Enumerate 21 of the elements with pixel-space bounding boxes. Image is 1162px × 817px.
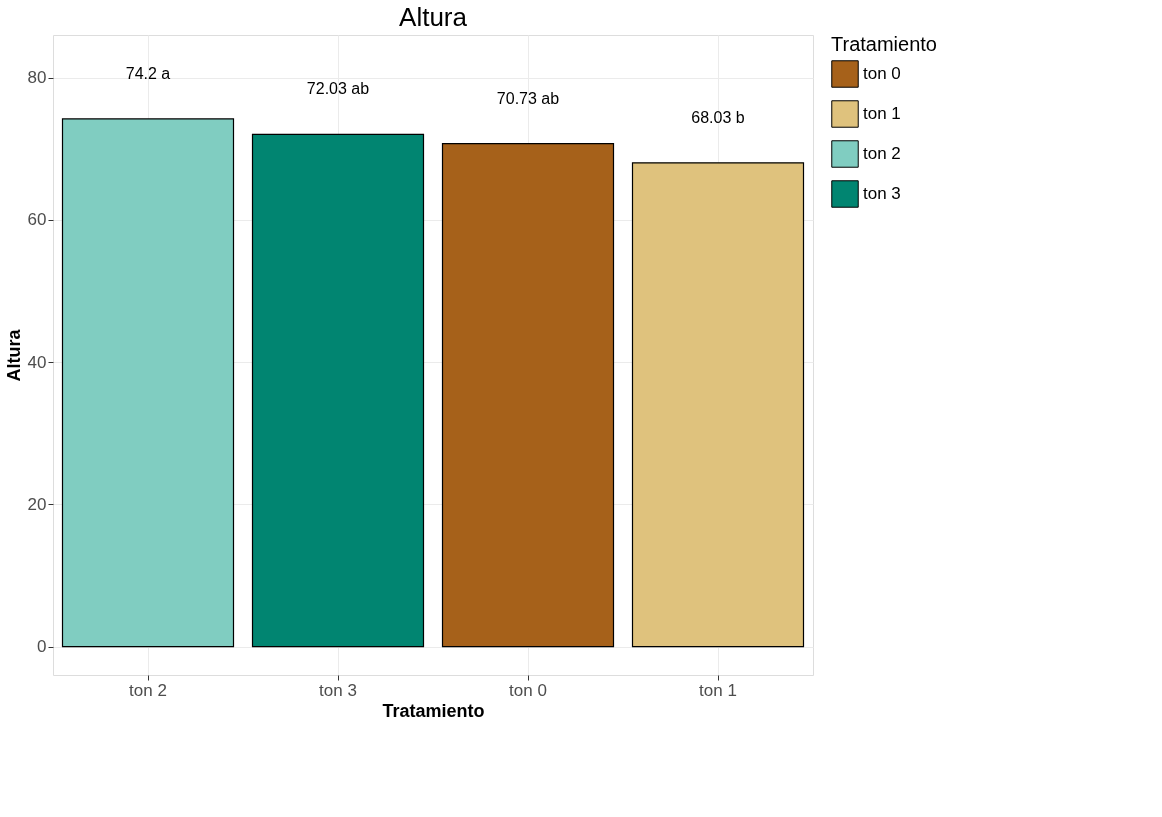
legend-label: ton 3: [863, 184, 901, 203]
x-tick-label: ton 1: [699, 680, 737, 700]
x-tick-label: ton 2: [129, 680, 167, 700]
x-tick-label: ton 3: [319, 680, 357, 700]
data-label: 70.73 ab: [496, 89, 560, 107]
y-tick-label: 60: [27, 210, 47, 230]
x-tick-label: ton 0: [509, 680, 547, 700]
legend-title: Tratamiento: [831, 33, 937, 55]
data-label: 72.03 ab: [306, 80, 370, 98]
y-tick-label: 0: [37, 637, 47, 657]
y-tick-label: 40: [27, 352, 47, 372]
data-label: 74.2 a: [125, 64, 171, 82]
y-tick-label: 20: [27, 494, 47, 514]
y-tick-label: 80: [27, 68, 47, 88]
legend-label: ton 1: [863, 104, 901, 123]
legend-label: ton 2: [863, 144, 901, 163]
y-axis-title: Altura: [3, 328, 24, 382]
chart-title: Altura: [399, 2, 468, 32]
data-label: 68.03 b: [691, 108, 745, 126]
legend-label: ton 0: [863, 64, 901, 83]
x-axis-title: Tratamiento: [382, 700, 485, 721]
